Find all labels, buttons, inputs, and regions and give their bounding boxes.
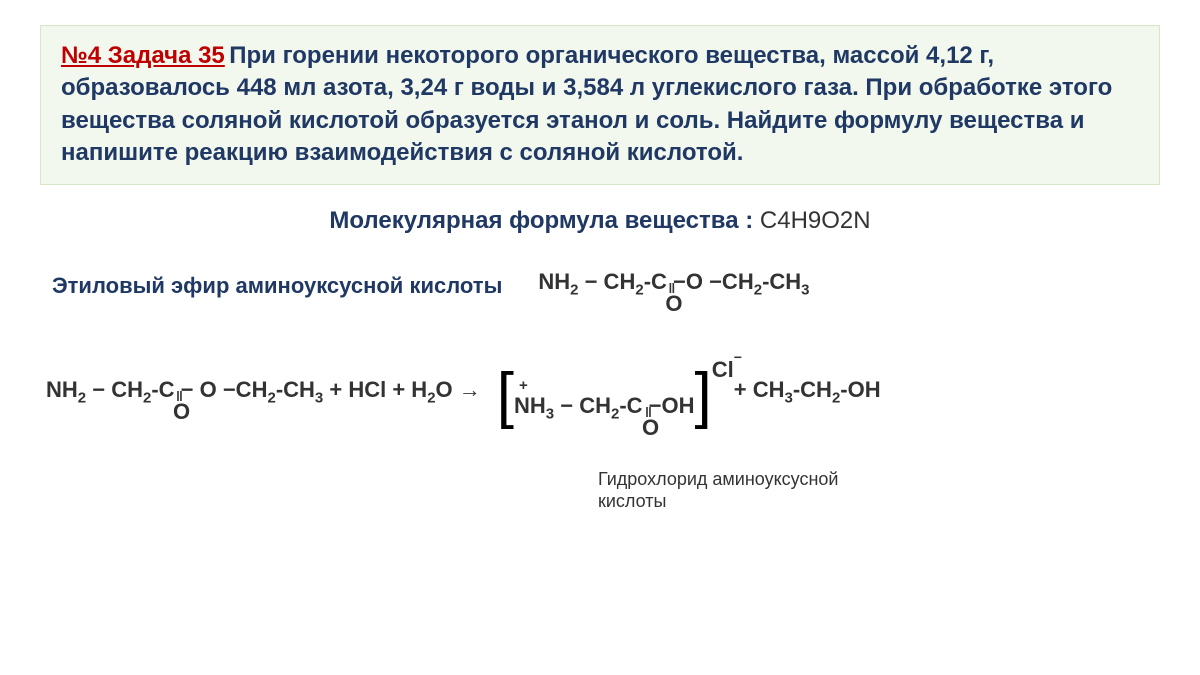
bracket-group: [ + NH3 − CH2-C −OH O ‖ ] [497,377,712,439]
react-left-main: NH2 − CH2-C − O −CH2-CH3 + HCl + H2O → [46,377,481,402]
problem-title: №4 Задача 35 [61,42,225,69]
react-left-bond: ‖ [176,388,183,405]
bracket-open: [ [497,365,514,427]
bracket-close: ] [695,365,712,427]
ester-label: Этиловый эфир аминоуксусной кислоты [52,269,502,299]
answer-value: С4Н9О2N [760,207,871,234]
reaction-left: NH2 − CH2-C − O −CH2-CH3 + HCl + H2O → O… [46,377,481,407]
ester-formula: NH2 − CH2-C −O −CH2-CH3 O ‖ [538,269,809,299]
bracket-bond: ‖ [645,404,652,421]
reaction-right: + CH3-CH2-OH [734,377,881,407]
plus-charge: + [519,377,528,395]
ester-dbl-bond: ‖ [668,280,675,297]
answer-line: Молекулярная формула вещества : С4Н9О2N [40,207,1160,235]
bracket-main: NH3 − CH2-C −OH [514,393,695,418]
answer-label: Молекулярная формула вещества : [329,207,753,234]
ester-line: Этиловый эфир аминоуксусной кислоты NH2 … [40,269,1160,299]
problem-box: №4 Задача 35 При горении некоторого орга… [40,25,1160,185]
cl-text: Cl [712,357,734,382]
reaction-container: NH2 − CH2-C − O −CH2-CH3 + HCl + H2O → O… [40,377,1160,439]
caption-line1: Гидрохлорид аминоуксусной [598,469,1160,491]
cl-minus: − [734,349,742,366]
bracket-content: + NH3 − CH2-C −OH O ‖ [514,393,695,423]
caption: Гидрохлорид аминоуксусной кислоты [598,469,1160,512]
cl-part: Cl − [712,377,734,403]
caption-line2: кислоты [598,491,1160,513]
